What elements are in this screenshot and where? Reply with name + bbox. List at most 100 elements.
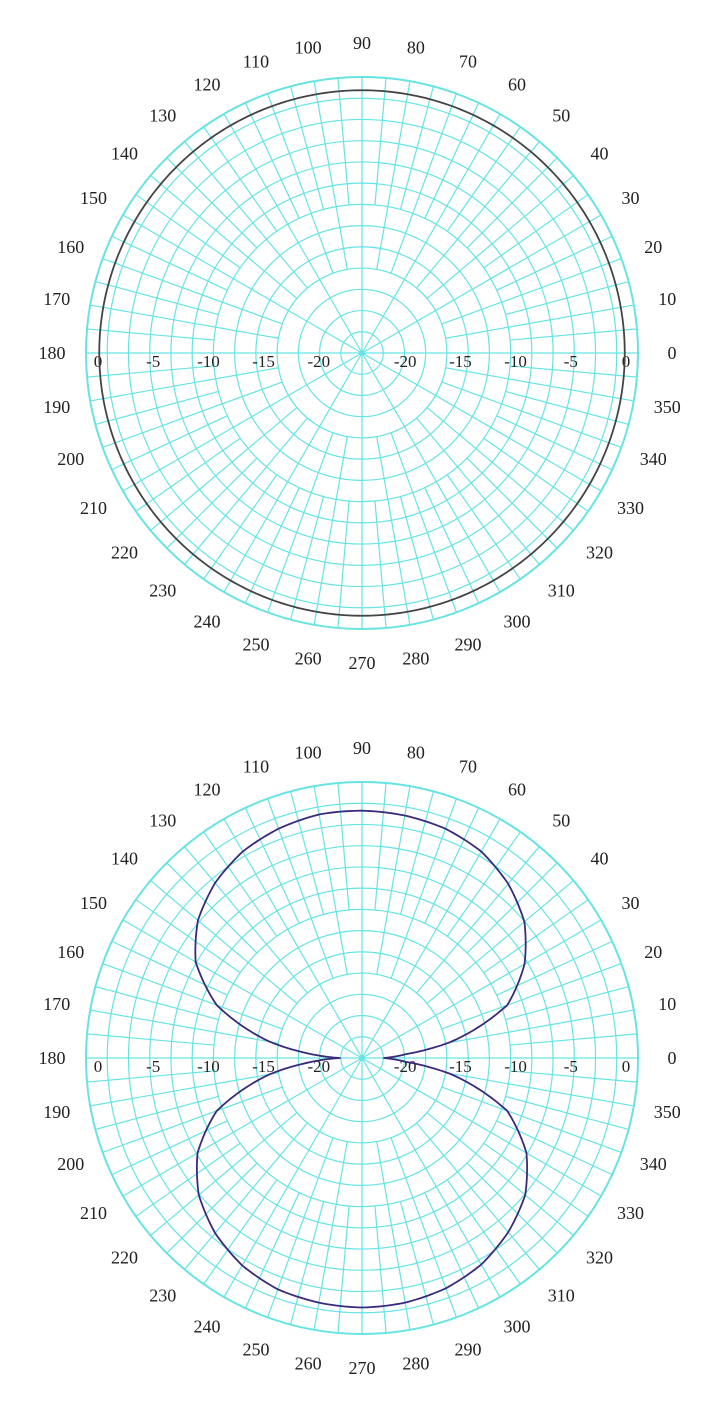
angle-tick-label-180: 180 [39,343,66,363]
angle-tick-label-150: 150 [80,893,107,913]
angle-tick-label-0: 0 [668,1048,677,1068]
angle-tick-label-280: 280 [402,1353,429,1373]
angle-tick-label-0: 0 [668,343,677,363]
grid-spoke [416,417,540,565]
radial-tick-label-right: -5 [564,1057,578,1076]
angle-tick-label-160: 160 [57,942,84,962]
grid-spoke [509,328,638,341]
polar-plot-bottom: 0 10 20 30 40 50 60 70 80 90 100 110 120 130 140 150 160… [0,705,720,1405]
radial-tick-label-right: -20 [394,352,417,371]
angle-tick-label-350: 350 [654,1102,681,1122]
grid-spoke [337,500,350,629]
grid-spoke [267,1137,334,1318]
grid-spoke [424,807,480,924]
grid-spoke [424,102,480,219]
grid-spoke [95,280,219,316]
grid-spoke [509,1070,638,1083]
angle-tick-label-10: 10 [658,289,676,309]
grid-spoke [376,81,411,270]
grid-spoke [445,1009,634,1044]
angle-tick-label-250: 250 [242,1339,269,1359]
grid-spoke [361,113,501,354]
radial-tick-label-left: -5 [146,1057,160,1076]
grid-spoke [483,194,589,269]
grid-spoke [203,126,278,232]
grid-spoke [390,432,457,613]
grid-spoke [376,436,411,625]
angle-tick-label-120: 120 [194,75,221,95]
grid-spoke [135,194,241,269]
radial-tick-label-left: -10 [197,352,220,371]
radial-tick-label-right: 0 [622,352,631,371]
grid-spoke [184,417,308,565]
grid-spoke [289,496,325,620]
grid-spoke [374,782,387,911]
grid-spoke [289,1201,325,1325]
grid-spoke [426,1112,574,1236]
grid-spoke [313,436,348,625]
pattern-line-figure-eight [194,809,529,1309]
grid-spoke [361,818,501,1059]
angle-tick-label-210: 210 [80,1203,107,1223]
radial-tick-label-left: 0 [94,352,103,371]
grid-spoke [446,831,521,937]
grid-spoke [441,1086,622,1153]
grid-spoke [95,1095,219,1131]
angle-tick-label-240: 240 [194,611,221,631]
grid-spoke [267,432,334,613]
grid-spoke [496,940,613,996]
grid-spoke [509,365,638,378]
grid-spoke [426,407,574,531]
grid-spoke [203,1179,278,1285]
radial-tick-label-left: -15 [252,352,275,371]
angle-tick-label-10: 10 [658,994,676,1014]
angle-tick-label-300: 300 [504,611,531,631]
grid-spoke [426,880,574,1004]
grid-spoke [150,1112,298,1236]
grid-spoke [361,214,602,354]
angle-tick-label-160: 160 [57,237,84,257]
grid-spoke [90,367,279,402]
grid-spoke [122,214,363,354]
grid-spoke [90,1009,279,1044]
grid-spoke [374,500,387,629]
angle-tick-label-150: 150 [80,188,107,208]
grid-spoke [466,157,558,249]
grid-spoke [267,93,334,274]
grid-spoke [509,1033,638,1046]
radial-tick-label-left: -5 [146,352,160,371]
grid-spoke [86,365,215,378]
grid-spoke [184,846,308,994]
angle-tick-label-290: 290 [455,634,482,654]
radial-tick-label-right: -10 [504,352,527,371]
angle-tick-label-40: 40 [590,849,608,869]
angle-tick-label-30: 30 [621,188,639,208]
grid-spoke [424,487,480,604]
grid-spoke [184,1122,308,1270]
angle-tick-label-210: 210 [80,498,107,518]
grid-spoke [505,985,629,1021]
angle-tick-label-170: 170 [43,994,70,1014]
angle-tick-label-280: 280 [402,648,429,668]
angle-tick-label-290: 290 [455,1339,482,1359]
radial-tick-label-left: -15 [252,1057,275,1076]
grid-spoke [496,235,613,291]
angle-tick-label-200: 200 [57,449,84,469]
radial-tick-label-right: -10 [504,1057,527,1076]
angle-tick-label-130: 130 [149,811,176,831]
angle-tick-label-250: 250 [242,634,269,654]
grid-center [359,350,365,356]
grid-spoke [223,352,363,593]
angle-tick-labels: 0 10 20 30 40 50 60 70 80 90 100 110 120 130 140 150 160… [39,738,681,1378]
angle-tick-label-190: 190 [43,397,70,417]
grid-spoke [445,1072,634,1107]
grid-spoke [399,86,435,210]
polar-plot-top: 0 10 20 30 40 50 60 70 80 90 100 110 120 130 140 150 160… [0,0,720,700]
grid-spoke [166,457,258,549]
polar-chart-bottom: 0 10 20 30 40 50 60 70 80 90 100 110 120 130 140 150 160… [39,738,681,1378]
grid-spoke [135,437,241,512]
angle-tick-label-20: 20 [644,942,662,962]
grid-spoke [102,963,283,1030]
grid-spoke [446,1179,521,1285]
grid-spoke [150,407,298,531]
